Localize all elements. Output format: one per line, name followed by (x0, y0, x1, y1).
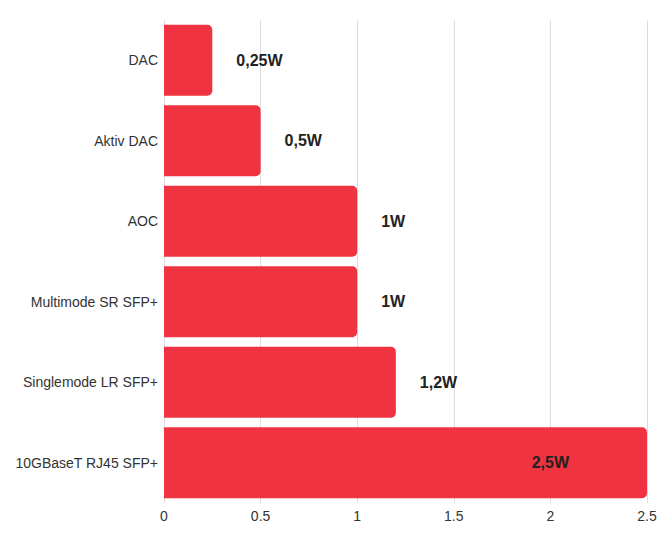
svg-text:2: 2 (547, 508, 555, 524)
svg-text:1W: 1W (381, 213, 406, 230)
svg-text:0.5: 0.5 (251, 508, 271, 524)
svg-text:DAC: DAC (128, 52, 158, 68)
svg-text:AOC: AOC (128, 213, 158, 229)
svg-text:Aktiv DAC: Aktiv DAC (94, 133, 158, 149)
svg-text:1,2W: 1,2W (420, 374, 458, 391)
svg-text:1W: 1W (381, 293, 406, 310)
svg-text:0,5W: 0,5W (285, 132, 323, 149)
svg-text:0: 0 (160, 508, 168, 524)
svg-text:Singlemode LR SFP+: Singlemode LR SFP+ (23, 374, 158, 390)
svg-text:10GBaseT RJ45 SFP+: 10GBaseT RJ45 SFP+ (15, 455, 158, 471)
svg-text:1: 1 (353, 508, 361, 524)
svg-text:2.5: 2.5 (637, 508, 657, 524)
svg-text:2,5W: 2,5W (532, 454, 570, 471)
svg-text:Multimode SR SFP+: Multimode SR SFP+ (31, 294, 158, 310)
svg-text:1.5: 1.5 (444, 508, 464, 524)
svg-text:0,25W: 0,25W (236, 52, 283, 69)
